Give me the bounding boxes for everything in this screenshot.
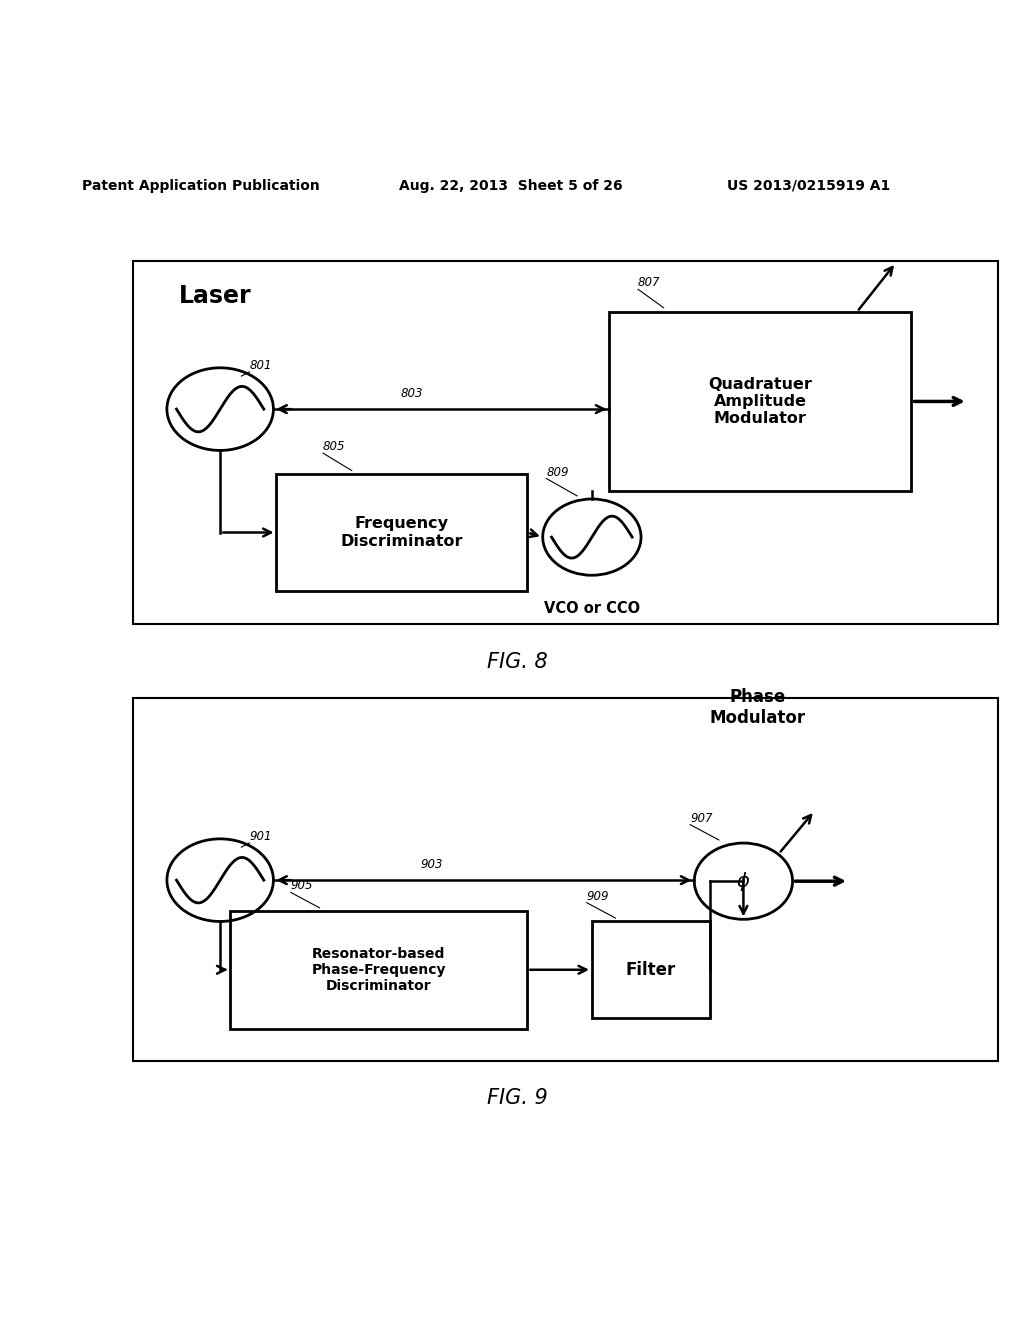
Bar	[133, 260, 998, 624]
Text: Quadratuer
Amplitude
Modulator: Quadratuer Amplitude Modulator	[709, 376, 812, 426]
Text: VCO or CCO: VCO or CCO	[544, 601, 640, 616]
Text: Resonator-based
Phase-Frequency
Discriminator: Resonator-based Phase-Frequency Discrimi…	[311, 946, 446, 993]
Text: FIG. 9: FIG. 9	[486, 1088, 548, 1107]
Text: 907: 907	[690, 812, 713, 825]
Text: 903: 903	[421, 858, 443, 871]
Text: 809: 809	[547, 466, 569, 479]
Text: 801: 801	[250, 359, 272, 372]
Bar	[133, 698, 998, 1061]
Text: 909: 909	[587, 890, 609, 903]
Text: 805: 805	[324, 440, 345, 453]
Text: Aug. 22, 2013  Sheet 5 of 26: Aug. 22, 2013 Sheet 5 of 26	[399, 180, 623, 193]
Bar	[230, 911, 527, 1028]
Text: FIG. 8: FIG. 8	[486, 652, 548, 672]
Text: 905: 905	[291, 879, 313, 892]
Text: US 2013/0215919 A1: US 2013/0215919 A1	[727, 180, 890, 193]
Text: Filter: Filter	[626, 961, 676, 978]
Bar	[592, 921, 710, 1019]
Text: 803: 803	[401, 387, 424, 400]
Text: 901: 901	[250, 830, 272, 843]
Text: 807: 807	[638, 276, 660, 289]
Bar	[276, 474, 527, 591]
Text: $\phi$: $\phi$	[736, 870, 751, 892]
Text: Frequency
Discriminator: Frequency Discriminator	[341, 516, 463, 549]
Text: Laser: Laser	[179, 285, 252, 309]
Text: Phase
Modulator: Phase Modulator	[710, 688, 806, 726]
Bar	[609, 312, 911, 491]
Text: Patent Application Publication: Patent Application Publication	[82, 180, 319, 193]
